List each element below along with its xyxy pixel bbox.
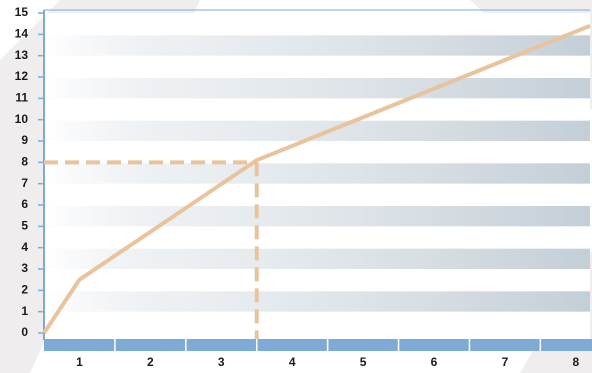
y-tick-label: 12	[15, 69, 29, 83]
y-tick-label: 15	[15, 5, 29, 19]
band	[44, 163, 590, 184]
x-tick-label: 5	[360, 355, 367, 369]
y-tick-label: 0	[21, 325, 28, 339]
y-tick-label: 13	[15, 48, 29, 62]
band	[44, 120, 590, 141]
x-tick-label: 6	[431, 355, 438, 369]
y-tick-label: 11	[15, 91, 28, 105]
x-tick-label: 1	[76, 355, 83, 369]
x-tick-label: 7	[502, 355, 509, 369]
y-tick-label: 1	[21, 304, 28, 318]
band	[44, 78, 590, 99]
x-tick-label: 3	[218, 355, 225, 369]
y-tick-label: 4	[21, 240, 28, 254]
y-tick-label: 9	[21, 133, 28, 147]
y-tick-label: 5	[21, 219, 28, 233]
band	[44, 206, 590, 227]
y-tick-label: 2	[21, 283, 28, 297]
x-tick-label: 8	[572, 355, 579, 369]
y-tick-label: 3	[21, 261, 28, 275]
line	[42, 23, 591, 335]
band	[44, 248, 590, 269]
y-tick-label: 14	[15, 27, 29, 41]
band	[44, 35, 590, 56]
x-tick-label: 4	[289, 355, 296, 369]
band	[44, 291, 590, 312]
y-tick-label: 7	[21, 176, 28, 190]
x-tick-label: 2	[147, 355, 154, 369]
x-axis-bar	[44, 339, 592, 351]
y-tick-label: 8	[21, 155, 28, 169]
y-tick-label: 10	[15, 112, 29, 126]
y-tick-label: 6	[21, 197, 28, 211]
